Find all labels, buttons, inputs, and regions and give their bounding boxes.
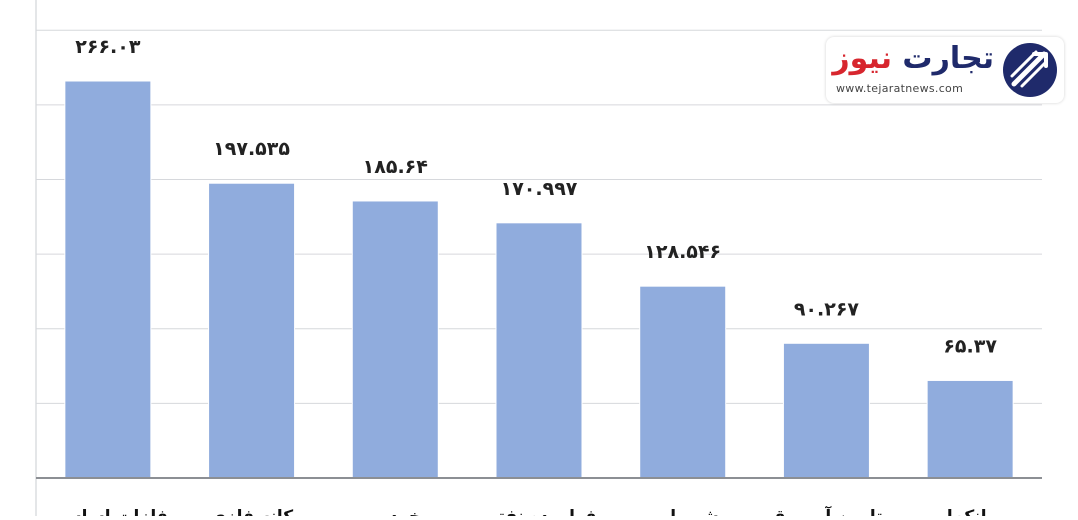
bar-1: [208, 182, 296, 479]
category-label-3: فراورده نفتی: [481, 507, 596, 516]
data-label-4: ۱۲۸.۵۴۶: [644, 241, 721, 263]
data-label-5: ۹۰.۲۶۷: [794, 298, 860, 320]
category-label-6: بانکها: [947, 507, 994, 516]
data-label-0: ۲۶۶.۰۳: [75, 36, 141, 58]
data-label-2: ۱۸۵.۶۴: [363, 156, 428, 178]
bars: [64, 80, 1014, 479]
category-label-2: خودرو: [368, 507, 421, 516]
logo-word-1: تجارت: [902, 41, 994, 76]
category-label-0: فلزات اساسی: [48, 507, 168, 516]
tejarat-news-logo: تجارت نیوز www.tejaratnews.com: [826, 37, 1064, 103]
bar-2: [351, 200, 439, 479]
category-labels: فلزات اساسی کانه فلزی خودرو فراورده نفتی شیم…: [48, 505, 994, 520]
data-label-1: ۱۹۷.۵۳۵: [213, 138, 290, 160]
logo-title: تجارت نیوز: [832, 39, 994, 79]
logo-word-2: نیوز: [832, 41, 892, 76]
logo-url: www.tejaratnews.com: [836, 82, 964, 95]
bar-0: [64, 80, 152, 479]
data-label-3: ۱۷۰.۹۹۷: [501, 178, 578, 200]
logo-emblem-icon: [1003, 43, 1057, 97]
category-label-4: شیمیایی: [647, 507, 719, 516]
category-label-5: تامین آب برق: [770, 505, 882, 516]
data-label-6: ۶۵.۳۷: [943, 335, 997, 357]
data-labels: ۲۶۶.۰۳ ۱۹۷.۵۳۵ ۱۸۵.۶۴ ۱۷۰.۹۹۷ ۱۲۸.۵۴۶ ۹۰.۲۶۷ ۶…: [75, 36, 997, 357]
bar-3: [495, 222, 583, 479]
category-label-1: کانه فلزی: [210, 507, 293, 516]
bar-5: [782, 342, 870, 479]
bar-6: [926, 379, 1014, 479]
bar-4: [639, 285, 727, 479]
